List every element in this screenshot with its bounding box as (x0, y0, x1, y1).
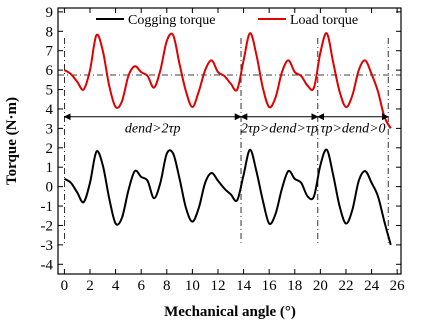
region-annotations: dend>2τp 2τp>dend>τp τp>dend>0 (63, 113, 389, 137)
legend: Cogging torque Load torque (96, 13, 358, 28)
axes: 0 2 4 6 8 10 12 14 16 18 20 22 24 26-4-3-2-1012345678… (41, 5, 406, 294)
y-tick-label-0: -4 (41, 257, 54, 273)
y-tick-label-4: 0 (46, 180, 54, 196)
x-tick-label-12: 24 (364, 278, 380, 294)
x-tick-label-7: 14 (236, 278, 252, 294)
y-tick-label-9: 5 (46, 83, 54, 99)
x-tick-label-3: 6 (137, 278, 145, 294)
series-layer (63, 32, 392, 246)
series-line-0 (63, 148, 392, 246)
reference-lines (58, 38, 401, 243)
x-tick-label-1: 2 (86, 278, 94, 294)
x-tick-label-5: 10 (185, 278, 200, 294)
x-tick-label-11: 22 (338, 278, 353, 294)
y-axis-title: Torque (N·m) (4, 97, 20, 185)
region-label-1: 2τp>dend>τp (241, 122, 318, 137)
y-tick-label-7: 3 (46, 121, 54, 137)
legend-label-load: Load torque (290, 13, 358, 28)
x-tick-label-0: 0 (61, 278, 69, 294)
x-tick-label-4: 8 (163, 278, 171, 294)
y-tick-label-1: -3 (41, 238, 54, 254)
legend-label-cogging: Cogging torque (128, 13, 216, 28)
x-tick-label-8: 16 (262, 278, 278, 294)
region-label-0: dend>2τp (125, 122, 181, 137)
y-tick-label-2: -2 (41, 218, 54, 234)
x-axis-title: Mechanical angle (°) (164, 304, 296, 320)
y-tick-label-12: 8 (46, 24, 54, 40)
x-tick-label-6: 12 (210, 278, 225, 294)
y-tick-label-13: 9 (46, 5, 54, 21)
y-tick-label-3: -1 (41, 199, 54, 215)
y-tick-label-5: 1 (46, 160, 54, 176)
y-tick-label-11: 7 (46, 44, 54, 60)
x-tick-label-2: 4 (112, 278, 120, 294)
y-tick-label-8: 4 (46, 102, 54, 118)
y-tick-label-6: 2 (46, 141, 54, 157)
x-tick-label-10: 20 (313, 278, 328, 294)
region-label-2: τp>dend>0 (320, 122, 385, 137)
x-tick-label-9: 18 (287, 278, 302, 294)
plot-frame (57, 7, 402, 275)
x-tick-label-13: 26 (390, 278, 406, 294)
y-tick-label-10: 6 (46, 63, 54, 79)
series-line-1 (63, 32, 392, 129)
